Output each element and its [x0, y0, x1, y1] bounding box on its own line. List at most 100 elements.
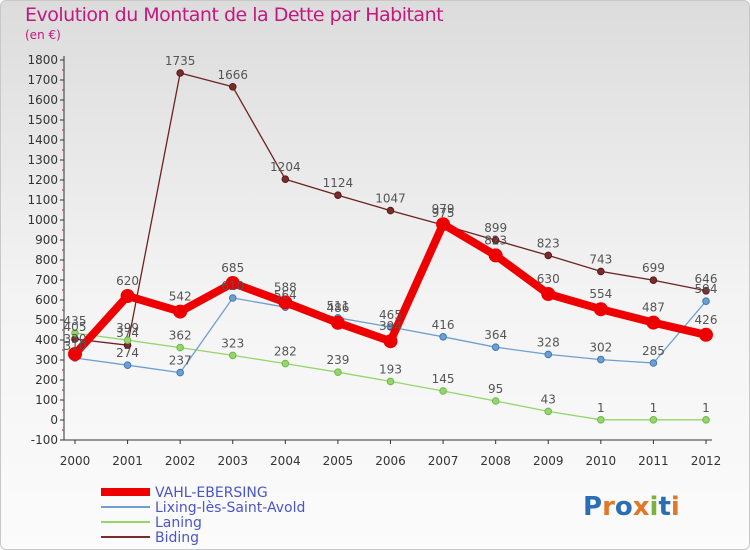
data-label-biding: 1204 — [270, 160, 301, 174]
data-point-laning — [71, 329, 79, 337]
data-label-lixing: 285 — [642, 344, 665, 358]
x-tick-label: 2000 — [60, 454, 91, 468]
data-point-laning — [228, 351, 237, 360]
data-point-vahl-ebersing — [383, 334, 398, 349]
legend-label: Lixing-lès-Saint-Avold — [155, 500, 305, 516]
y-tick-label: 500 — [35, 313, 58, 327]
legend-label: Biding — [155, 530, 199, 546]
data-point-biding — [702, 287, 710, 295]
logo-letter: x — [633, 492, 650, 522]
x-tick-label: 2005 — [323, 454, 354, 468]
x-tick-label: 2009 — [533, 454, 564, 468]
data-label-vahl-ebersing: 588 — [274, 280, 297, 294]
logo-letter: r — [602, 492, 615, 522]
data-label-lixing: 274 — [116, 346, 139, 360]
data-label-lixing: 310 — [64, 339, 87, 353]
y-tick-label: 400 — [35, 333, 58, 347]
data-label-laning: 323 — [221, 336, 244, 350]
data-label-biding: 699 — [642, 261, 665, 275]
data-point-vahl-ebersing — [173, 304, 188, 319]
logo-letter: i — [671, 492, 680, 522]
data-point-biding — [649, 276, 658, 285]
data-label-laning: 95 — [488, 382, 503, 396]
legend-label: VAHL-EBERSING — [155, 485, 268, 501]
data-label-vahl-ebersing: 554 — [589, 287, 612, 301]
data-label-biding: 405 — [64, 320, 87, 334]
data-point-lixing — [123, 361, 132, 370]
data-point-laning — [176, 343, 184, 352]
data-point-laning — [491, 397, 500, 405]
logo-letter: i — [650, 492, 659, 522]
y-tick-label: 1400 — [27, 133, 58, 147]
data-label-lixing: 511 — [326, 299, 349, 313]
data-label-laning: 1 — [650, 401, 658, 415]
data-labels: 405 3741735166612041124104797589982374369… — [64, 54, 718, 415]
data-label-biding: 1047 — [375, 192, 406, 206]
y-tick-label: 700 — [35, 273, 58, 287]
data-point-lixing — [702, 297, 710, 306]
data-label-biding: 899 — [484, 221, 507, 235]
data-label-biding: 1735 — [165, 54, 196, 68]
x-tick-label: 2007 — [428, 454, 459, 468]
data-label-laning: 239 — [326, 353, 349, 367]
y-tick-label: 600 — [35, 293, 58, 307]
y-tick-label: 200 — [35, 373, 58, 387]
data-label-biding: 743 — [589, 252, 612, 266]
data-label-biding: 374 — [116, 326, 139, 340]
data-label-lixing: 302 — [589, 341, 612, 355]
data-point-lixing — [649, 359, 658, 367]
data-label-vahl-ebersing: 685 — [221, 261, 244, 275]
y-tick-label: 1000 — [27, 213, 58, 227]
data-point-vahl-ebersing — [278, 295, 293, 310]
data-point-laning — [386, 377, 395, 386]
x-tick-label: 2010 — [586, 454, 617, 468]
axes: -100 0 100 200 300 400 500 600 700 800 900 1000 1100… — [27, 53, 721, 468]
data-label-biding: 646 — [695, 272, 718, 286]
y-tick-label: 1700 — [27, 73, 58, 87]
data-point-biding — [334, 191, 342, 199]
data-label-laning: 1 — [702, 401, 710, 415]
x-tick-label: 2011 — [638, 454, 669, 468]
data-label-vahl-ebersing: 426 — [695, 313, 718, 327]
data-label-vahl-ebersing: 630 — [537, 272, 560, 286]
y-tick-label: 0 — [50, 413, 58, 427]
chart-subtitle: (en €) — [25, 28, 61, 42]
data-point-vahl-ebersing — [120, 289, 135, 303]
data-point-biding — [386, 206, 395, 215]
data-label-lixing: 594 — [695, 282, 718, 296]
series-layer — [68, 69, 713, 424]
data-label-biding: 1666 — [217, 68, 248, 82]
chart-title: Evolution du Montant de la Dette par Hab… — [25, 4, 444, 26]
proxiti-logo: Proxiti — [583, 492, 680, 522]
data-label-laning: 1 — [597, 401, 605, 415]
x-tick-label: 2003 — [217, 454, 248, 468]
data-point-lixing — [228, 294, 237, 302]
data-point-lixing — [544, 350, 553, 359]
logo-letter: o — [615, 492, 633, 522]
data-label-vahl-ebersing: 542 — [169, 290, 192, 304]
data-point-vahl-ebersing — [68, 347, 82, 361]
data-label-laning: 399 — [116, 321, 139, 335]
x-tick-label: 2004 — [270, 454, 301, 468]
y-tick-label: 100 — [35, 393, 58, 407]
data-label-vahl-ebersing: 979 — [432, 202, 455, 216]
data-label-laning: 362 — [169, 329, 192, 343]
data-label-lixing: 610 — [221, 279, 244, 293]
y-tick-label: 1800 — [27, 53, 58, 67]
data-point-laning — [439, 387, 447, 395]
y-tick-label: 1300 — [27, 153, 58, 167]
y-tick-label: -100 — [31, 433, 58, 447]
data-point-laning — [544, 407, 553, 416]
y-tick-label: 1500 — [27, 113, 58, 127]
logo-letter: t — [658, 492, 670, 522]
data-label-laning: 282 — [274, 345, 297, 359]
y-tick-label: 1100 — [27, 193, 58, 207]
data-label-laning: 435 — [64, 314, 87, 328]
x-tick-label: 2012 — [691, 454, 722, 468]
data-point-vahl-ebersing — [593, 302, 608, 317]
data-point-laning — [123, 336, 132, 345]
y-tick-label: 900 — [35, 233, 58, 247]
data-point-biding — [597, 267, 605, 276]
data-point-laning — [597, 416, 605, 424]
